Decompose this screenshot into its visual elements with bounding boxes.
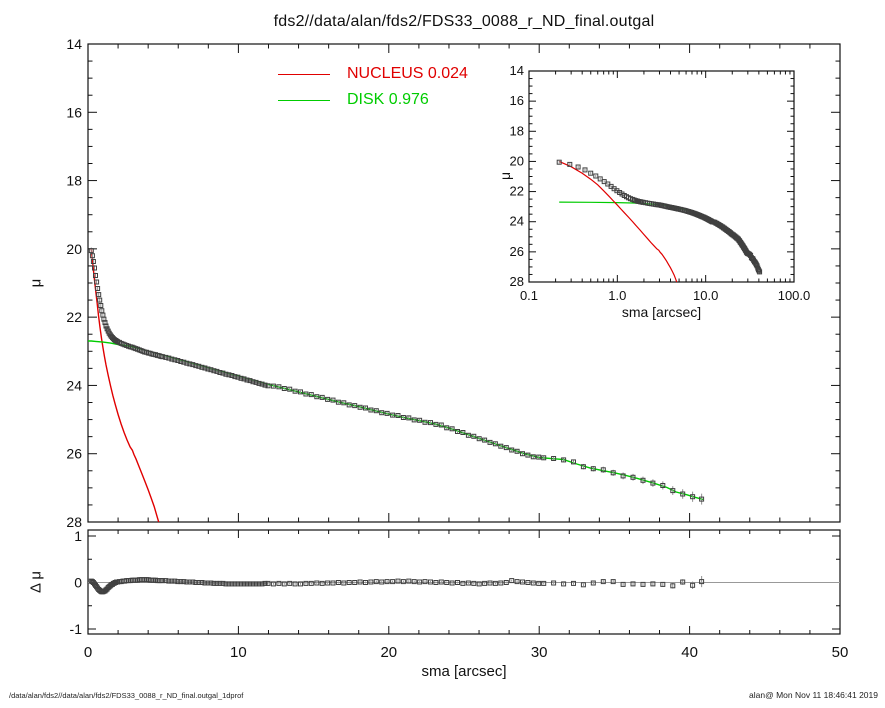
svg-text:28: 28: [510, 274, 524, 289]
svg-text:16: 16: [66, 104, 82, 120]
svg-text:24: 24: [510, 214, 524, 229]
svg-text:0: 0: [74, 575, 82, 591]
x-axis-label: sma [arcsec]: [421, 663, 507, 680]
svg-text:24: 24: [66, 377, 82, 393]
footer-user-timestamp: alan@ Mon Nov 11 18:46:41 2019: [749, 690, 878, 700]
legend-disk: DISK 0.976: [278, 91, 429, 109]
svg-text:30: 30: [531, 644, 548, 661]
svg-text:100.0: 100.0: [778, 288, 811, 303]
svg-text:40: 40: [681, 644, 698, 661]
svg-text:22: 22: [510, 184, 524, 199]
svg-text:18: 18: [510, 123, 524, 138]
inset-x-axis-label: sma [arcsec]: [621, 304, 702, 320]
legend-nucleus-label: NUCLEUS 0.024: [347, 65, 468, 82]
svg-text:26: 26: [66, 446, 82, 462]
svg-text:20: 20: [510, 153, 524, 168]
residual-plot: 0 10 20 30 40 50-101: [70, 528, 849, 661]
svg-text:26: 26: [510, 244, 524, 259]
inset-plot: 14 16 18 20 22 24 26 280.1 1.0 10.0 100.0: [510, 63, 811, 303]
svg-text:18: 18: [66, 173, 82, 189]
svg-text:16: 16: [510, 93, 524, 108]
svg-text:-1: -1: [70, 621, 83, 637]
disk-line-sample-icon: [278, 99, 330, 101]
main-plot: 14 16 18 20 22 24 26 28: [66, 36, 841, 530]
footer-output-path: /data/alan/fds2//data/alan/fds2/FDS33_00…: [9, 691, 244, 700]
svg-text:10: 10: [230, 644, 247, 661]
nucleus-line-sample-icon: [278, 73, 330, 75]
svg-text:1.0: 1.0: [608, 288, 626, 303]
svg-text:14: 14: [510, 63, 524, 78]
svg-text:10.0: 10.0: [693, 288, 718, 303]
svg-text:28: 28: [66, 514, 82, 530]
svg-text:0: 0: [84, 644, 92, 661]
legend-disk-label: DISK 0.976: [347, 91, 429, 108]
svg-text:1: 1: [74, 528, 82, 544]
svg-text:0.1: 0.1: [520, 288, 538, 303]
svg-text:20: 20: [380, 644, 397, 661]
legend-nucleus: NUCLEUS 0.024: [278, 65, 468, 83]
svg-text:20: 20: [66, 241, 82, 257]
svg-text:14: 14: [66, 36, 82, 52]
svg-text:50: 50: [832, 644, 849, 661]
plot-title: fds2//data/alan/fds2/FDS33_0088_r_ND_fin…: [273, 13, 655, 30]
svg-text:22: 22: [66, 309, 82, 325]
